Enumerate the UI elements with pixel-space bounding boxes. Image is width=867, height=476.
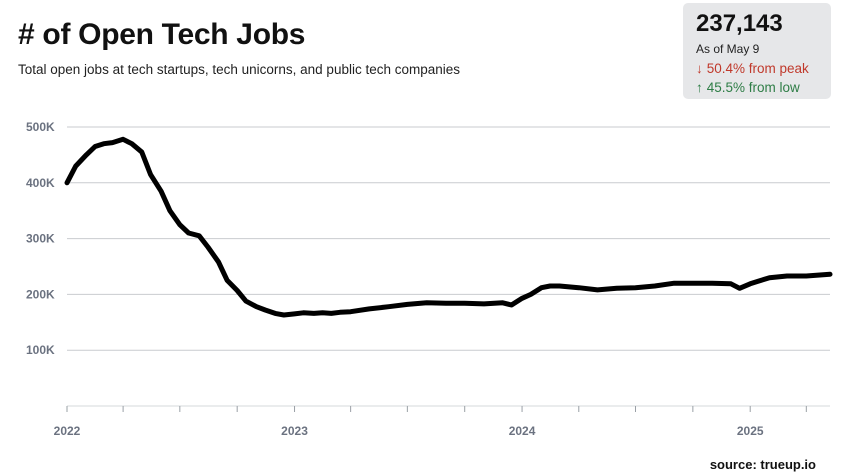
y-tick-label: 300K — [26, 232, 55, 246]
series-line — [64, 136, 833, 318]
source-credit: source: trueup.io — [709, 457, 816, 472]
arrow-down-icon: ↓ — [696, 61, 703, 76]
y-tick-label: 400K — [26, 176, 55, 190]
stats-card: 237,143 As of May 9 ↓ 50.4% from peak ↑ 45… — [683, 3, 831, 99]
y-tick-label: 200K — [26, 287, 55, 301]
current-jobs-value: 237,143 — [696, 10, 783, 37]
y-tick-label: 500K — [26, 120, 55, 134]
x-tick-label: 2025 — [737, 424, 764, 438]
arrow-up-icon: ↑ — [696, 80, 703, 95]
as-of-date: As of May 9 — [696, 42, 760, 56]
from-peak-change: ↓ 50.4% from peak — [696, 61, 809, 76]
y-tick-label: 100K — [26, 343, 55, 357]
x-tick-label: 2023 — [281, 424, 308, 438]
from-peak-text: 50.4% from peak — [706, 61, 809, 76]
x-tick-label: 2022 — [54, 424, 81, 438]
from-low-change: ↑ 45.5% from low — [696, 80, 800, 95]
from-low-text: 45.5% from low — [706, 80, 800, 95]
chart-subtitle: Total open jobs at tech startups, tech u… — [18, 62, 461, 77]
x-tick-label: 2024 — [509, 424, 536, 438]
chart-title: # of Open Tech Jobs — [18, 18, 306, 51]
